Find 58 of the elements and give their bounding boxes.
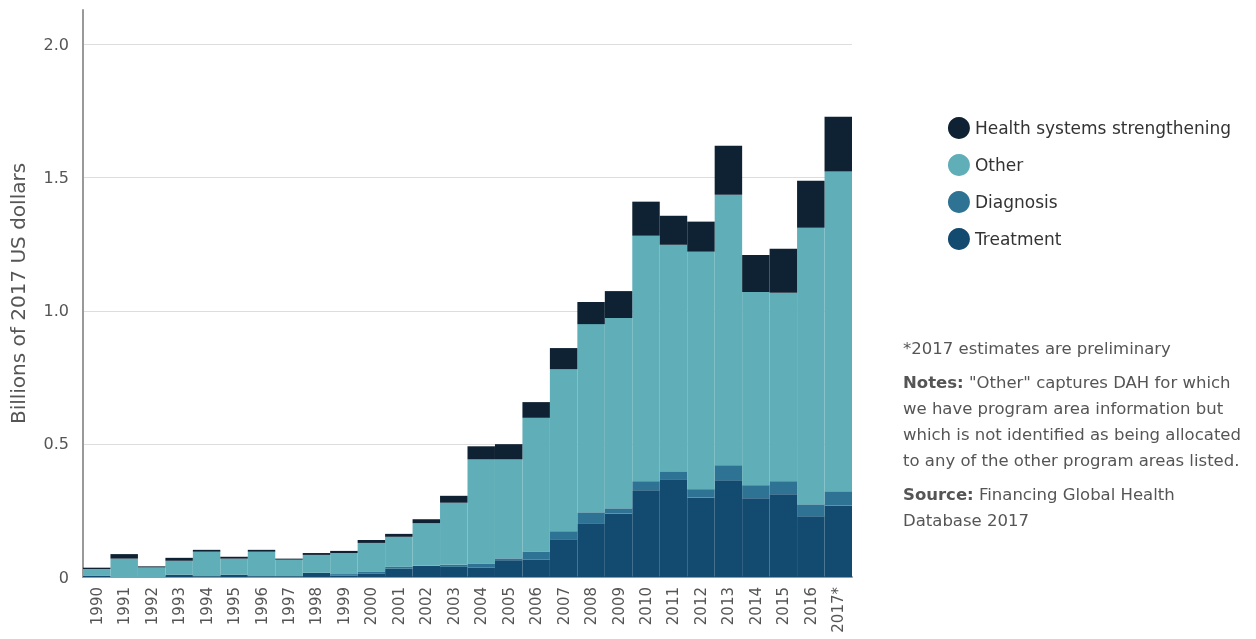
bar (714, 465, 743, 481)
bar (687, 489, 715, 498)
legend-label: Treatment (973, 229, 1062, 249)
legend-label: Other (974, 155, 1024, 175)
x-tick-label: 2014 (746, 587, 765, 626)
bar (714, 145, 743, 195)
legend-label: Health systems strengthening (974, 118, 1232, 138)
y-tick-label: 1.0 (43, 301, 69, 321)
x-tick-label: 1994 (197, 587, 216, 626)
x-tick-label: 2005 (499, 587, 518, 626)
x-tick-label: 2002 (417, 587, 436, 626)
y-tick-label: 2.0 (43, 35, 69, 55)
y-tick-label: 1.5 (43, 168, 69, 188)
x-tick-label: 2010 (637, 587, 656, 626)
x-tick-label: 2007 (554, 587, 573, 626)
bar (440, 495, 468, 503)
x-tick-label: 2004 (472, 587, 491, 626)
legend-label: Diagnosis (974, 192, 1058, 212)
y-axis-title: Billions of 2017 US dollars (6, 162, 30, 425)
x-tick-label: 2017* (829, 586, 848, 633)
bar (165, 557, 193, 561)
bar (549, 348, 578, 370)
bar (824, 116, 852, 172)
x-tick-label: 1993 (170, 587, 189, 626)
x-tick-label: 2001 (389, 587, 408, 626)
x-tick-label: 2008 (582, 587, 601, 626)
x-tick-label: 2011 (664, 587, 683, 626)
x-tick-label: 2016 (801, 587, 820, 626)
x-tick-label: 1995 (225, 587, 244, 626)
x-tick-label: 1999 (334, 587, 353, 626)
x-tick-label: 2009 (609, 587, 628, 626)
bar (549, 531, 578, 540)
bar (659, 471, 688, 480)
x-tick-label: 2015 (774, 587, 793, 626)
bar (357, 540, 386, 543)
x-tick-label: 1990 (87, 587, 106, 626)
x-tick-label: 1992 (142, 587, 161, 626)
x-tick-label: 2000 (362, 587, 381, 626)
y-tick-label: 0.5 (43, 434, 69, 454)
x-tick-label: 1998 (307, 587, 326, 626)
x-tick-label: 1991 (115, 587, 134, 626)
bar (110, 554, 138, 559)
x-tick-label: 2012 (691, 587, 710, 626)
x-tick-label: 1997 (279, 587, 298, 626)
x-tick-label: 1996 (252, 587, 271, 626)
bar (632, 481, 660, 491)
y-tick-label: 0 (58, 567, 69, 587)
x-tick-label: 2003 (444, 587, 463, 626)
bar (797, 180, 825, 228)
source-note: Source: Financing Global Health Database 2017 (903, 484, 1176, 532)
bar (385, 533, 413, 537)
bar (522, 402, 550, 418)
text: Notes: "Other" captures DAH for which we have program area information but which is not identified as being allocated to any of the other program areas listed. (903, 372, 1242, 472)
text: *2017 estimates are preliminary (903, 338, 1172, 360)
bar (330, 550, 358, 554)
x-tick-label: 2006 (527, 587, 546, 626)
bar (412, 519, 441, 524)
x-tick-label: 2013 (719, 587, 738, 626)
